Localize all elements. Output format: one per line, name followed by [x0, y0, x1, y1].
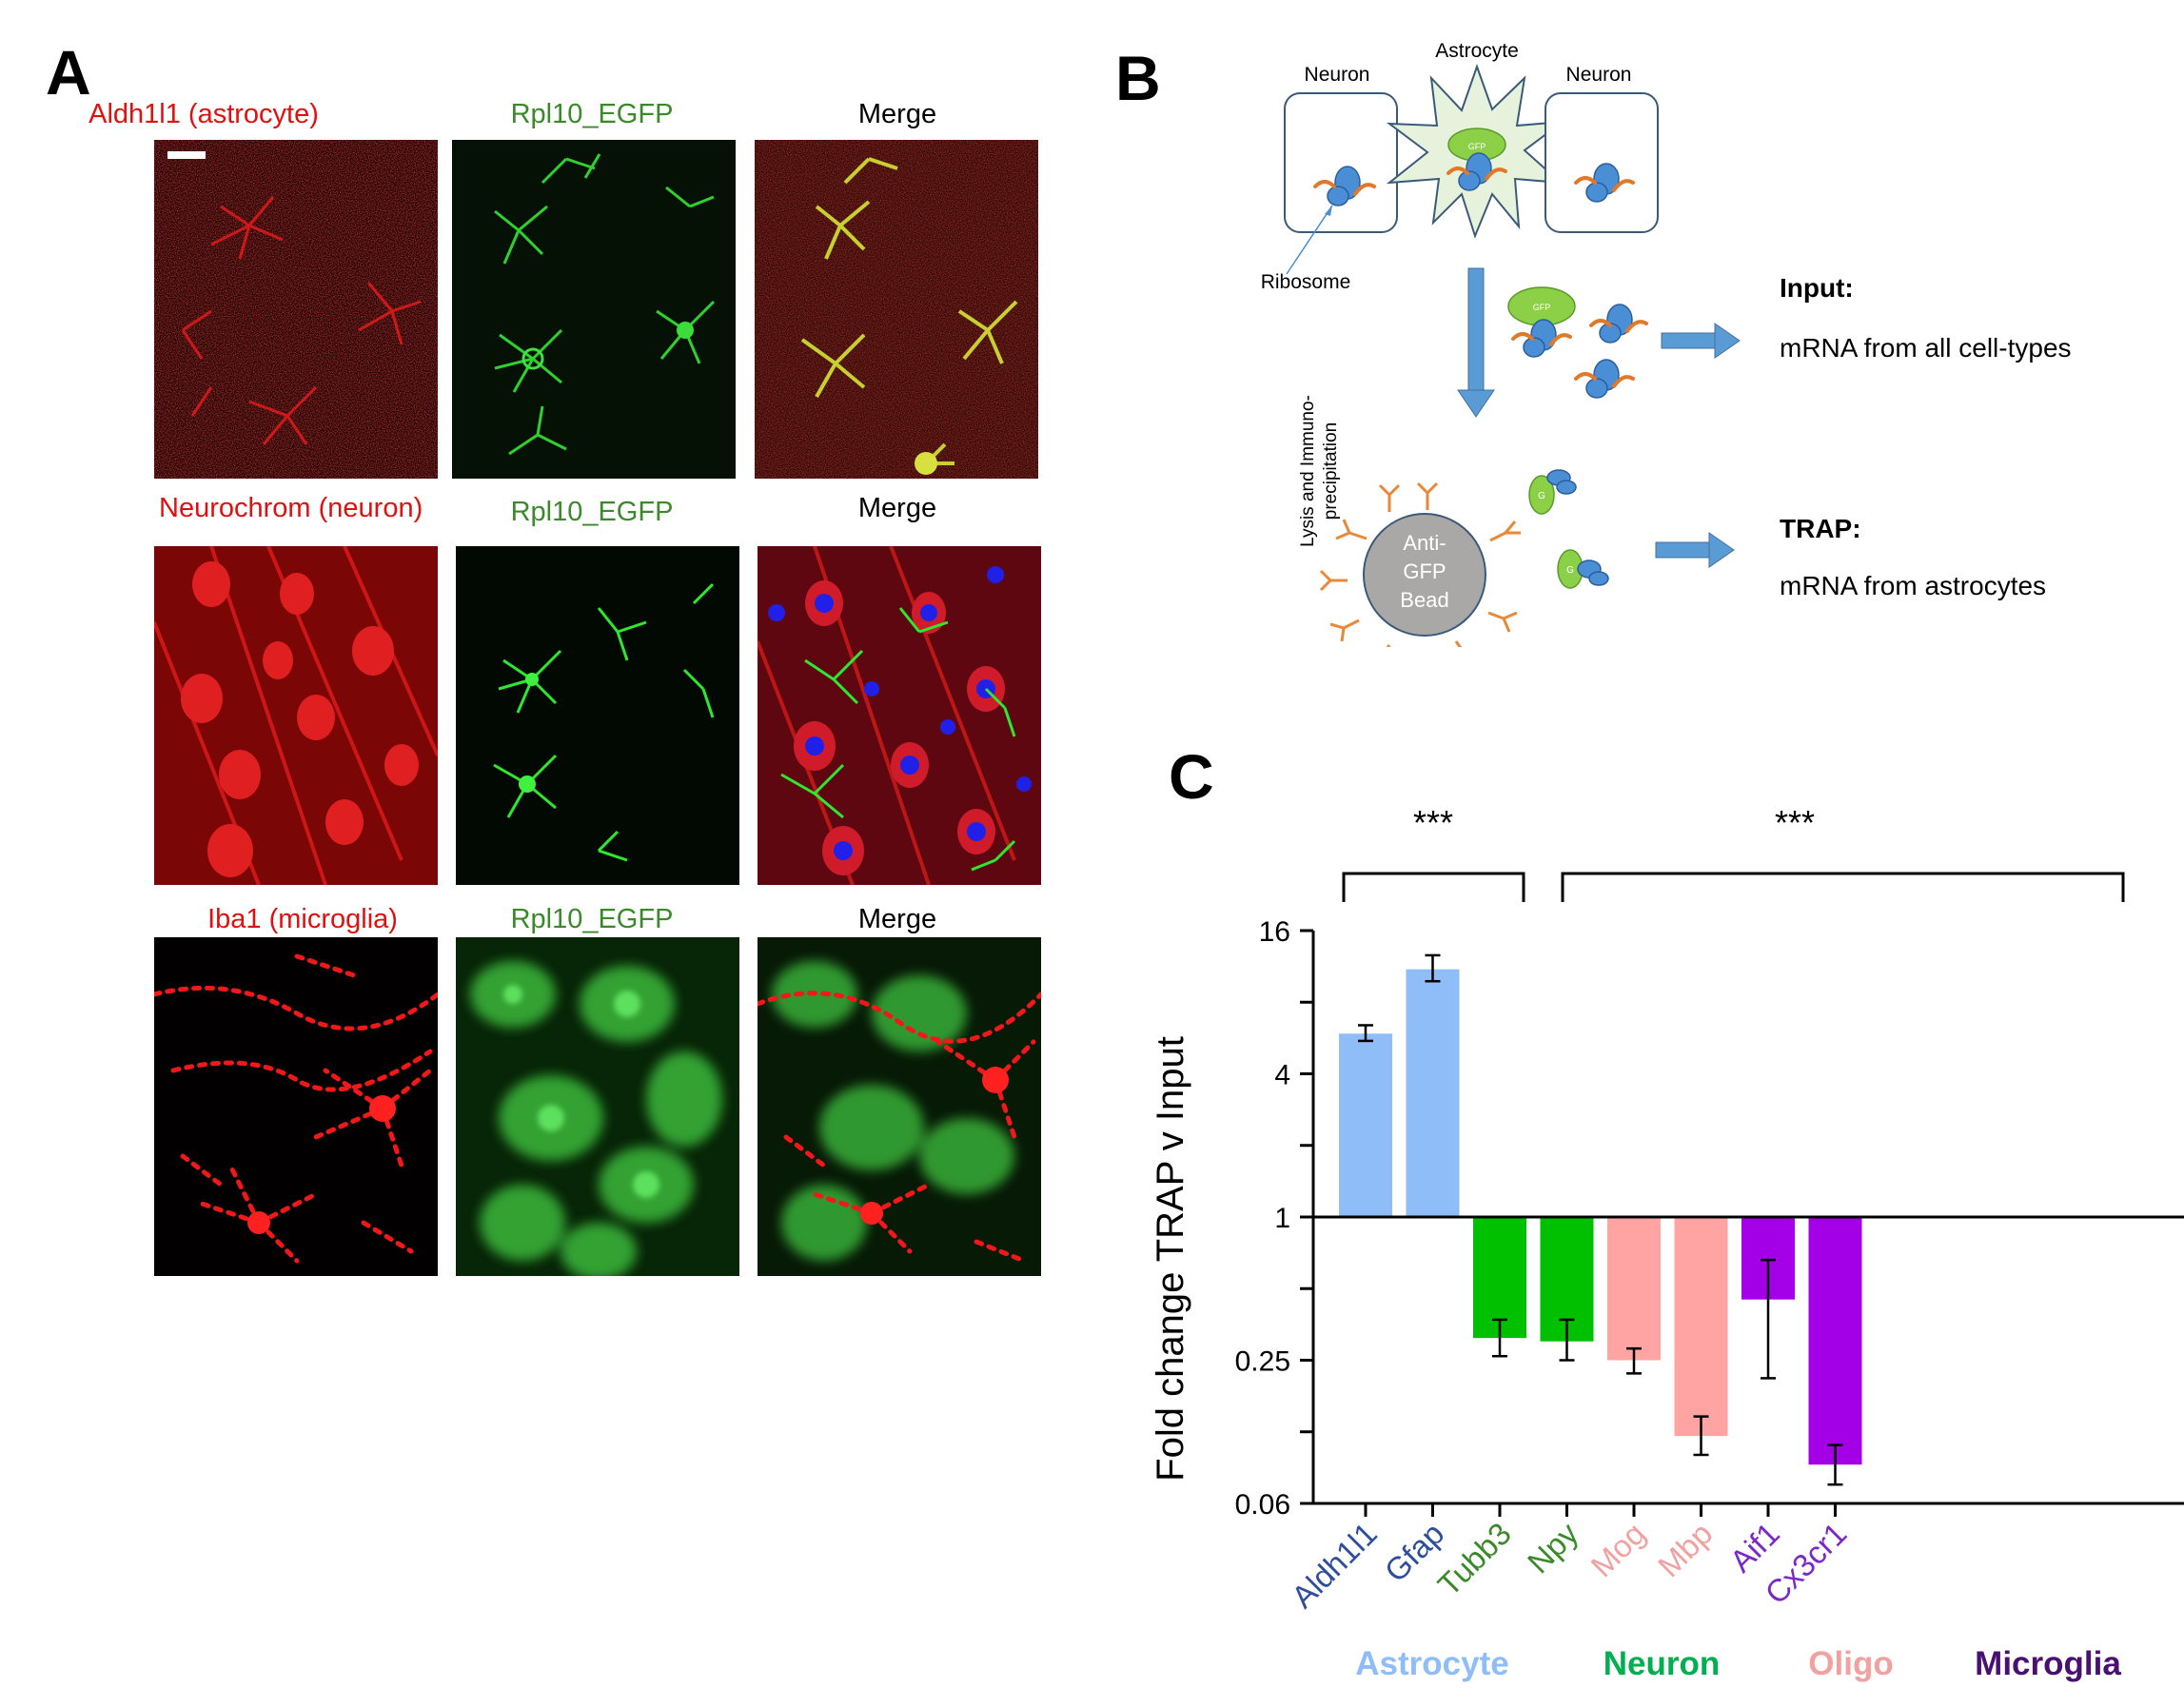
bracket-others	[1561, 872, 2125, 902]
row1-label-merge: Merge	[857, 99, 937, 129]
x-tick-label-tubb3: Tubb3	[1430, 1516, 1517, 1602]
fold-change-bar-chart: *** *** Fold change TRAP v Input Astrocy…	[1150, 803, 2184, 1682]
aldh1l1-micrograph	[154, 140, 438, 479]
neuron-left-label: Neuron	[1305, 64, 1370, 86]
trap-schematic: Neuron Ribosome Astrocyte GFP Neuron Lys…	[1261, 40, 2072, 647]
ribosome-icon	[1588, 571, 1609, 586]
row2-label-merge: Merge	[857, 493, 937, 523]
panel-c-letter: C	[1169, 741, 1214, 812]
rpl10-egfp-micrograph-2	[456, 546, 739, 885]
bracket-astro	[1342, 872, 1525, 902]
merge-micrograph-2	[758, 546, 1041, 885]
merge-micrograph-1	[755, 140, 1038, 479]
lysis-label-line2: precipitation	[1321, 422, 1341, 520]
ribosome-icon	[1574, 359, 1635, 399]
rpl10-egfp-micrograph-3	[456, 937, 739, 1276]
trap-description: mRNA from astrocytes	[1780, 571, 2046, 600]
bar-gfap	[1406, 969, 1460, 1217]
row3-label-merge: Merge	[857, 904, 937, 934]
bar-aldh1l1	[1339, 1033, 1392, 1217]
significance-others: ***	[1775, 803, 1815, 842]
y-tick-label: 0.25	[1235, 1346, 1290, 1378]
row2-label-marker: Neurochrom (neuron)	[159, 493, 423, 523]
neurochrom-micrograph	[154, 546, 438, 885]
input-description: mRNA from all cell-types	[1780, 333, 2072, 363]
panel-a-letter: A	[46, 37, 91, 108]
group-label-microglia: Microglia	[1975, 1645, 2121, 1682]
ribosome-icon	[1446, 152, 1507, 191]
y-tick-label: 16	[1259, 916, 1290, 948]
input-title: Input:	[1780, 273, 1854, 303]
ribosome-icon	[1556, 480, 1577, 495]
row1-label-marker: Aldh1l1 (astrocyte)	[89, 99, 319, 129]
lysis-label-line1: Lysis and Immuno-	[1298, 395, 1318, 547]
down-arrow-icon	[1457, 267, 1495, 418]
neuron-right-label: Neuron	[1566, 64, 1632, 86]
gfp-tag-label: GFP	[1468, 142, 1486, 151]
y-tick-label: 1	[1274, 1203, 1290, 1234]
anti-gfp-bead	[1363, 513, 1486, 637]
bar-mog	[1607, 1217, 1661, 1361]
row2-label-egfp: Rpl10_EGFP	[510, 497, 674, 527]
neuron-left-box	[1284, 92, 1398, 233]
x-tick-label-npy: Npy	[1521, 1515, 1585, 1580]
row1-label-egfp: Rpl10_EGFP	[510, 99, 674, 129]
iba1-micrograph	[154, 937, 438, 1276]
y-tick-label: 0.06	[1235, 1489, 1290, 1521]
panel-b-letter: B	[1115, 43, 1161, 113]
x-tick-label-mbp: Mbp	[1651, 1516, 1720, 1584]
ribosome-icon	[1511, 319, 1572, 358]
ribosome-icon	[1589, 304, 1648, 344]
bead-label-line2: GFP	[1403, 560, 1446, 583]
bar-tubb3	[1473, 1217, 1526, 1339]
ribosome-icon	[1574, 163, 1635, 203]
scale-bar	[167, 151, 206, 159]
neuron-right-box	[1545, 92, 1659, 233]
x-tick-label-aldh1l1: Aldh1l1	[1285, 1516, 1384, 1615]
astrocyte-label: Astrocyte	[1435, 40, 1519, 62]
gfp-tag-icon	[1528, 475, 1555, 515]
bead-gfp-label-2: G	[1566, 565, 1574, 576]
ribosome-icon	[1313, 166, 1376, 206]
trap-title: TRAP:	[1780, 514, 1861, 543]
rpl10-egfp-micrograph-1	[452, 140, 736, 479]
gfp-tag-label-2: GFP	[1533, 303, 1551, 312]
right-arrow-icon	[1655, 532, 1735, 568]
y-tick-label: 4	[1274, 1060, 1290, 1091]
bead-label-line3: Bead	[1400, 588, 1448, 612]
group-label-astrocyte: Astrocyte	[1355, 1645, 1508, 1682]
antibody-icons	[1319, 481, 1521, 647]
ribosome-label: Ribosome	[1261, 271, 1351, 293]
group-label-oligo: Oligo	[1808, 1645, 1893, 1682]
merge-micrograph-3	[758, 937, 1041, 1276]
significance-astro: ***	[1413, 803, 1453, 842]
bead-gfp-label-1: G	[1538, 491, 1545, 501]
row3-label-marker: Iba1 (microglia)	[207, 904, 398, 934]
row3-label-egfp: Rpl10_EGFP	[510, 904, 674, 934]
x-tick-label-mog: Mog	[1584, 1516, 1652, 1584]
bead-label-line1: Anti-	[1403, 531, 1446, 555]
y-axis-label: Fold change TRAP v Input	[1150, 1036, 1191, 1482]
bar-cx3cr1	[1808, 1217, 1862, 1465]
group-label-neuron: Neuron	[1604, 1645, 1721, 1682]
right-arrow-icon	[1661, 323, 1741, 359]
bar-mbp	[1674, 1217, 1728, 1437]
